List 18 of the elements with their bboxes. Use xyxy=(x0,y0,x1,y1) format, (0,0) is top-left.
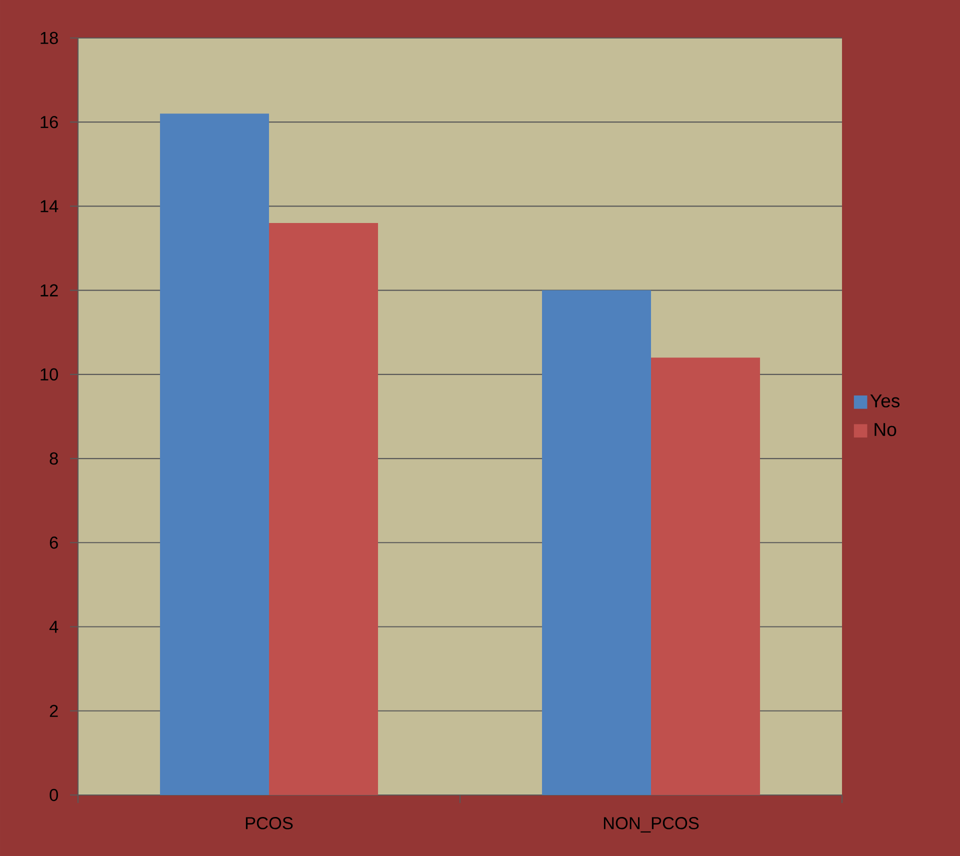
bar xyxy=(651,358,760,795)
x-tick-label: NON_PCOS xyxy=(604,817,699,832)
y-tick-label: 18 xyxy=(40,32,58,44)
bar xyxy=(160,114,270,795)
y-tick-label: 0 xyxy=(50,788,58,802)
y-tick-label: 12 xyxy=(40,284,58,296)
y-tick-label: 6 xyxy=(50,536,58,549)
legend-label: No xyxy=(874,423,896,436)
y-tick-label: 2 xyxy=(50,704,58,717)
y-tick-label: 10 xyxy=(40,368,58,381)
y-tick-label: 4 xyxy=(49,620,58,633)
legend-label: Yes xyxy=(870,394,900,408)
x-tick-label: PCOS xyxy=(246,817,293,830)
y-tick-label: 14 xyxy=(40,200,58,212)
y-tick-label: 8 xyxy=(50,452,58,465)
bar xyxy=(269,223,378,795)
y-tick-label: 16 xyxy=(40,116,58,128)
bar xyxy=(542,290,652,795)
